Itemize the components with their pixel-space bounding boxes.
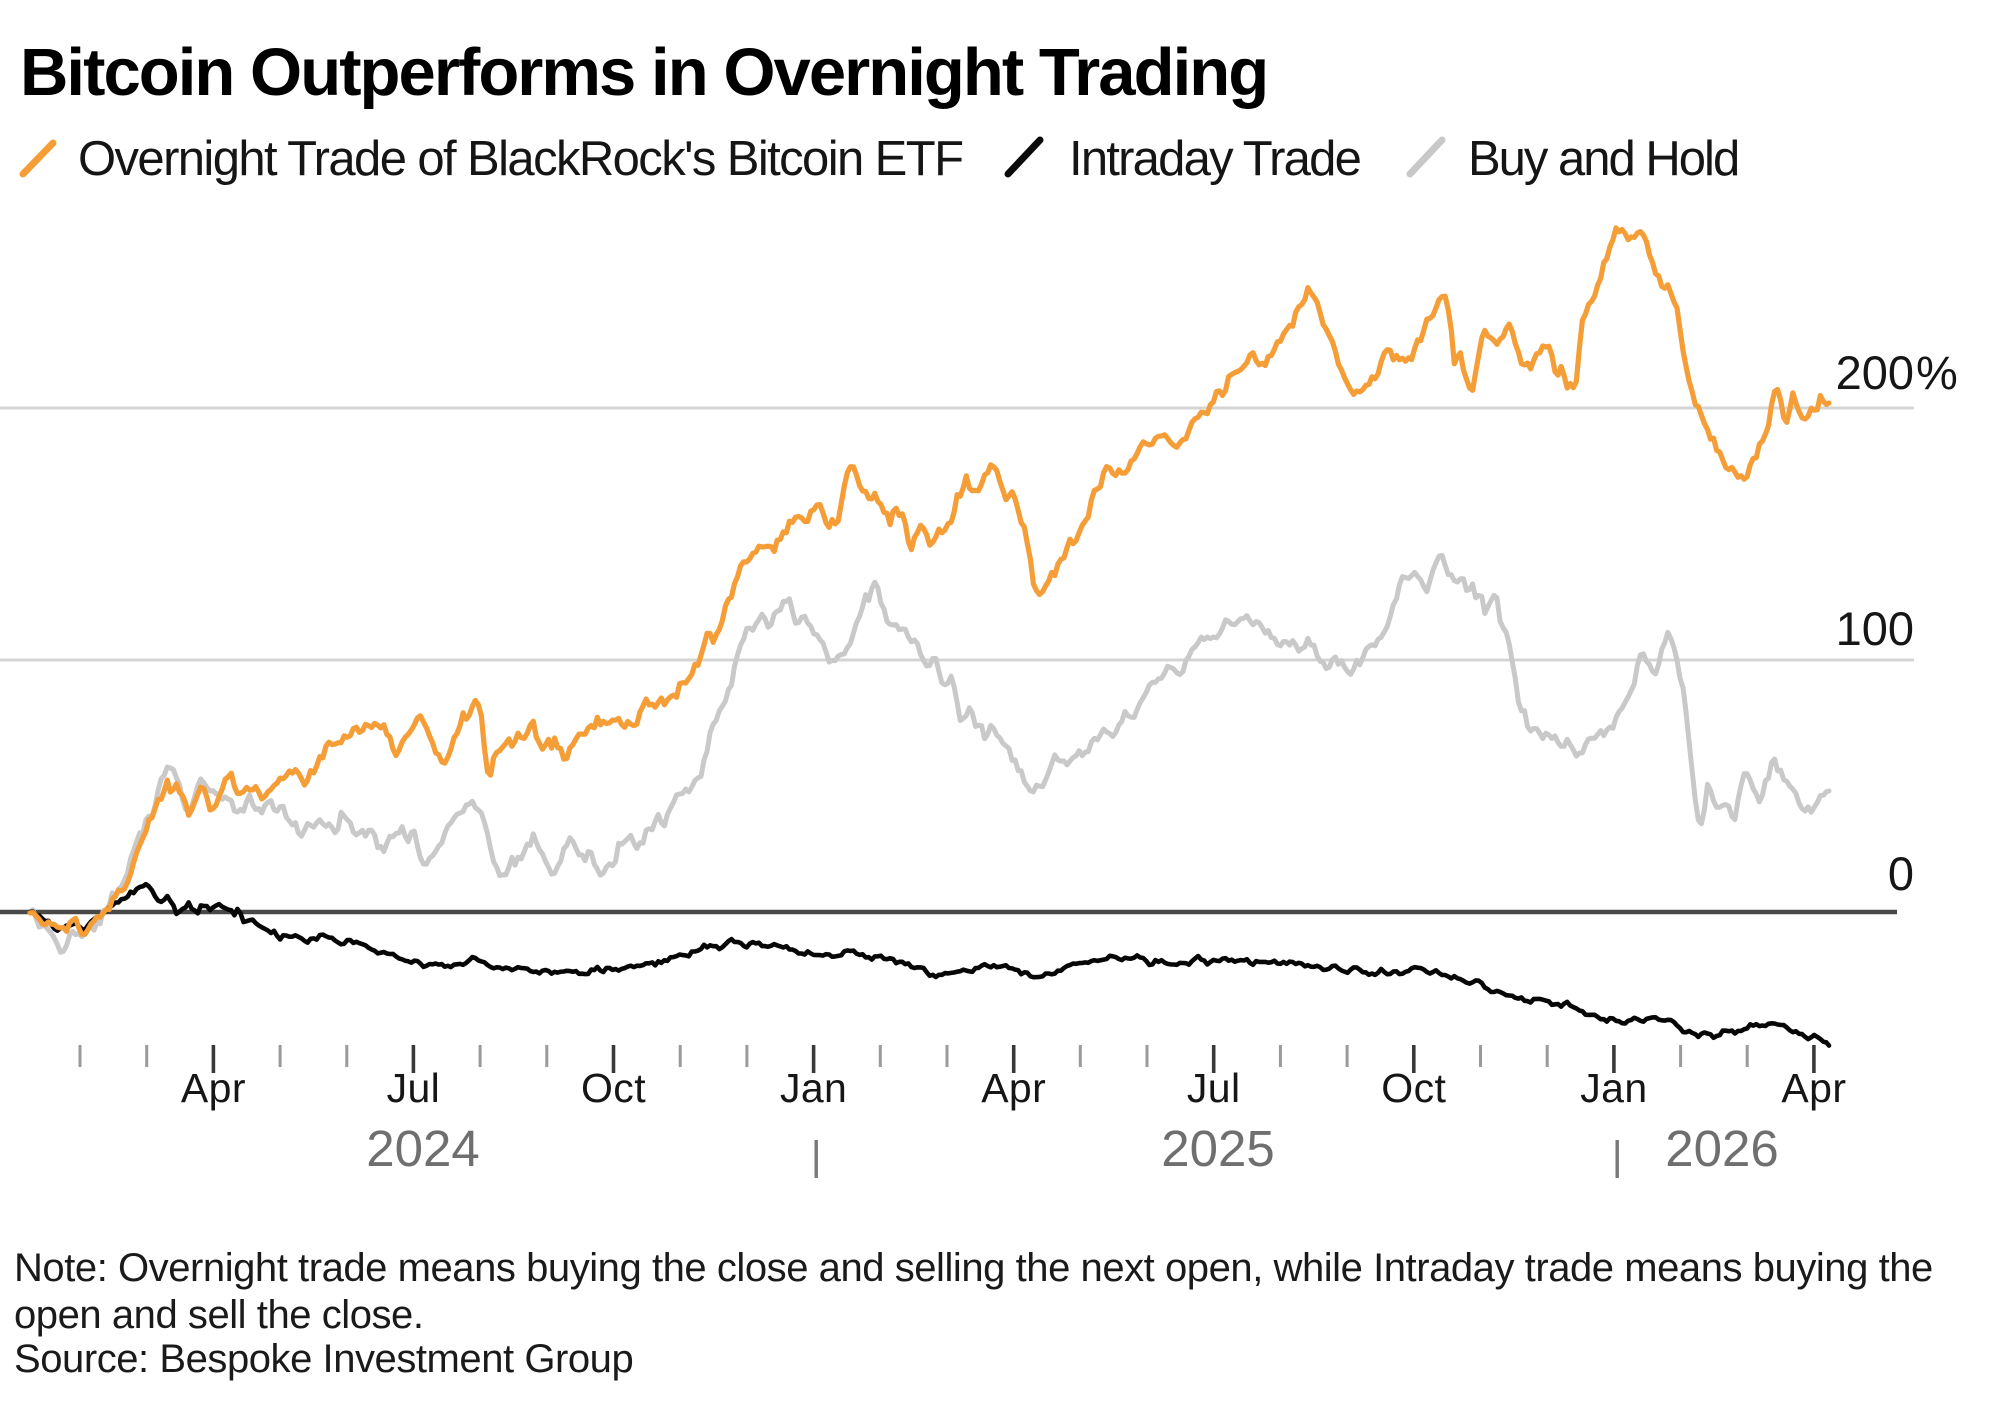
svg-text:Jan: Jan (1580, 1065, 1647, 1111)
svg-text:open and sell the close.: open and sell the close. (14, 1293, 424, 1337)
svg-text:2024: 2024 (366, 1120, 479, 1177)
svg-text:Jul: Jul (387, 1065, 441, 1111)
svg-text:Intraday Trade: Intraday Trade (1069, 132, 1361, 186)
svg-text:2025: 2025 (1161, 1120, 1274, 1177)
svg-text:Source: Bespoke Investment Gro: Source: Bespoke Investment Group (14, 1337, 633, 1381)
svg-text:Oct: Oct (581, 1065, 646, 1111)
svg-text:Apr: Apr (1781, 1065, 1846, 1111)
svg-text:200: 200 (1836, 346, 1914, 399)
svg-text:Overnight Trade of BlackRock's: Overnight Trade of BlackRock's Bitcoin E… (78, 132, 962, 186)
svg-text:Oct: Oct (1381, 1065, 1446, 1111)
svg-text:0: 0 (1888, 847, 1914, 900)
svg-text:Jan: Jan (780, 1065, 847, 1111)
svg-text:Bitcoin Outperforms in Overnig: Bitcoin Outperforms in Overnight Trading (20, 35, 1267, 110)
svg-text:Note: Overnight trade means bu: Note: Overnight trade means buying the c… (14, 1246, 1933, 1290)
svg-text:%: % (1916, 346, 1958, 399)
svg-text:Apr: Apr (981, 1065, 1046, 1111)
svg-text:Apr: Apr (181, 1065, 246, 1111)
svg-text:100: 100 (1836, 602, 1914, 655)
svg-text:Buy and Hold: Buy and Hold (1468, 132, 1738, 186)
svg-text:2026: 2026 (1665, 1120, 1778, 1177)
svg-text:Jul: Jul (1187, 1065, 1241, 1111)
